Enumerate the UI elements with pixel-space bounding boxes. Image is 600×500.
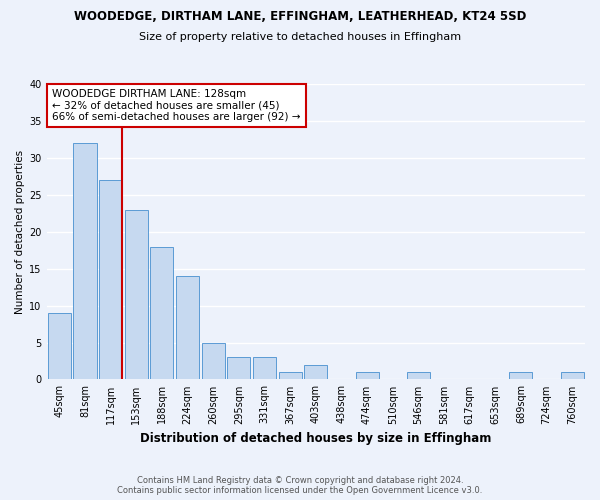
- Bar: [278, 372, 302, 380]
- Bar: [48, 313, 71, 380]
- Bar: [99, 180, 122, 380]
- Bar: [227, 358, 250, 380]
- Bar: [407, 372, 430, 380]
- Text: WOODEDGE DIRTHAM LANE: 128sqm
← 32% of detached houses are smaller (45)
66% of s: WOODEDGE DIRTHAM LANE: 128sqm ← 32% of d…: [52, 89, 301, 122]
- Bar: [253, 358, 276, 380]
- Bar: [560, 372, 584, 380]
- Bar: [509, 372, 532, 380]
- X-axis label: Distribution of detached houses by size in Effingham: Distribution of detached houses by size …: [140, 432, 491, 445]
- Bar: [304, 364, 328, 380]
- Bar: [73, 144, 97, 380]
- Text: Contains HM Land Registry data © Crown copyright and database right 2024.
Contai: Contains HM Land Registry data © Crown c…: [118, 476, 482, 495]
- Text: Size of property relative to detached houses in Effingham: Size of property relative to detached ho…: [139, 32, 461, 42]
- Text: WOODEDGE, DIRTHAM LANE, EFFINGHAM, LEATHERHEAD, KT24 5SD: WOODEDGE, DIRTHAM LANE, EFFINGHAM, LEATH…: [74, 10, 526, 23]
- Bar: [176, 276, 199, 380]
- Bar: [151, 246, 173, 380]
- Y-axis label: Number of detached properties: Number of detached properties: [15, 150, 25, 314]
- Bar: [202, 342, 225, 380]
- Bar: [356, 372, 379, 380]
- Bar: [125, 210, 148, 380]
